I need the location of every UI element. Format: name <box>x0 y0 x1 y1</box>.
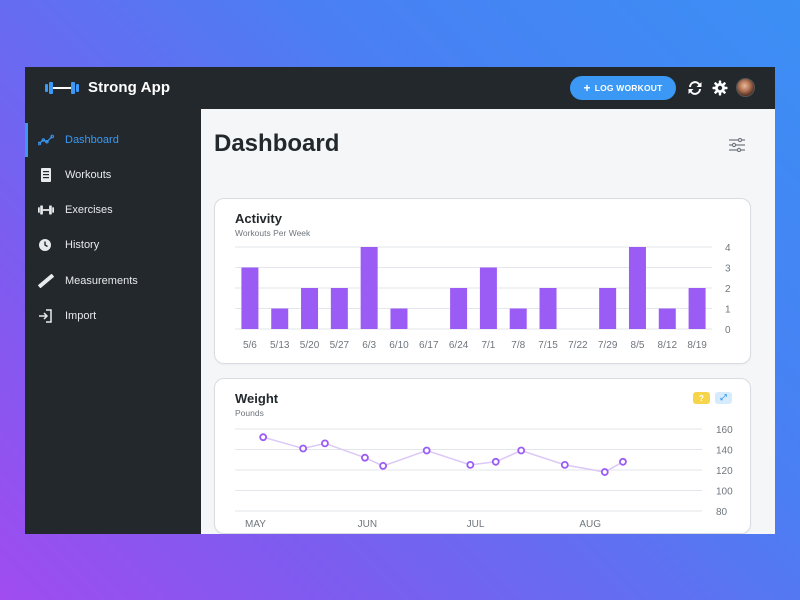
bar <box>301 288 319 329</box>
x-month-label: JUL <box>467 519 485 530</box>
weight-point <box>379 462 387 470</box>
sidebar-item-label: Exercises <box>65 204 113 216</box>
activity-title: Activity <box>235 211 282 226</box>
y-tick-label: 120 <box>716 466 733 477</box>
weight-series-line <box>262 436 624 473</box>
y-tick-label: 3 <box>725 264 731 275</box>
weight-point <box>619 457 627 466</box>
sidebar-item-label: Dashboard <box>65 134 119 146</box>
dumbbell-icon <box>38 205 54 215</box>
bar <box>450 288 468 329</box>
weight-point <box>560 460 569 469</box>
weight-point <box>259 433 268 442</box>
sidebar: Dashboard Workouts Exercises <box>25 109 201 534</box>
chart-line-icon <box>38 134 54 146</box>
y-tick-label: 2 <box>725 284 731 295</box>
activity-card: Activity Workouts Per Week 0 1 2 3 4 5/6 5/13 5/2… <box>214 198 751 364</box>
sidebar-item-dashboard[interactable]: Dashboard <box>25 123 201 157</box>
x-month-label: JUN <box>358 519 377 530</box>
weight-point <box>517 446 526 455</box>
dumbbell-logo-icon <box>45 82 79 94</box>
weight-chart: 80 100 120 140 160 MAY JUN JUL AUG <box>235 425 733 530</box>
weight-point <box>361 453 369 462</box>
weight-card: Weight Pounds? ⤢ 80 100 120 140 160 MAY JUN JUL AUG <box>214 378 751 534</box>
bar <box>688 288 706 329</box>
weight-point <box>600 468 609 476</box>
activity-chart: 0 1 2 3 4 5/6 5/13 5/20 5/27 6/3 6/10 6/17 6/24 7/1 7/… <box>235 243 731 351</box>
sidebar-item-workouts[interactable]: Workouts <box>25 158 201 192</box>
sidebar-item-label: History <box>65 239 100 251</box>
x-tick-label: 7/15 <box>538 340 558 351</box>
y-tick-label: 1 <box>725 305 731 316</box>
x-tick-label: 6/3 <box>362 340 376 351</box>
bar <box>330 288 348 329</box>
bar <box>271 308 289 329</box>
log-workout-button[interactable]: + LOG WORKOUT <box>570 76 676 100</box>
bar <box>658 308 676 329</box>
weight-title: Weight <box>235 391 279 406</box>
sidebar-item-label: Import <box>65 310 97 322</box>
bar <box>539 288 557 329</box>
clock-icon <box>39 239 51 251</box>
x-month-label: MAY <box>245 519 266 530</box>
weight-point <box>466 460 475 469</box>
y-tick-label: 0 <box>725 325 731 336</box>
plus-icon: + <box>583 81 591 95</box>
weight-point <box>299 444 308 453</box>
x-tick-label: 8/5 <box>631 340 645 351</box>
sidebar-item-history[interactable]: History <box>25 228 201 262</box>
bar <box>628 247 646 329</box>
import-icon <box>39 309 52 323</box>
sync-icon[interactable] <box>687 80 703 96</box>
page-title: Dashboard <box>214 130 340 157</box>
x-tick-label: 6/10 <box>389 340 409 351</box>
y-tick-label: 80 <box>716 507 728 518</box>
main-content: Dashboard Activity Workouts Per Week 0 1 2 3 4… <box>201 109 775 534</box>
y-tick-label: 160 <box>716 425 733 436</box>
bar <box>479 267 497 329</box>
x-tick-label: 7/1 <box>481 340 495 351</box>
weight-point <box>491 457 500 466</box>
sidebar-item-import[interactable]: Import <box>25 299 201 333</box>
log-workout-label: LOG WORKOUT <box>594 83 663 93</box>
sidebar-item-label: Workouts <box>65 169 112 181</box>
bar <box>360 247 378 329</box>
top-bar: Strong App + LOG WORKOUT <box>25 67 775 109</box>
weight-point <box>422 446 431 455</box>
weight-point <box>321 439 329 448</box>
bar <box>509 308 527 329</box>
gear-icon[interactable] <box>712 80 728 96</box>
x-tick-label: 5/27 <box>330 340 350 351</box>
y-tick-label: 4 <box>725 243 731 254</box>
x-tick-label: 5/6 <box>243 340 257 351</box>
x-tick-label: 8/12 <box>658 340 678 351</box>
x-tick-label: 6/24 <box>449 340 469 351</box>
bar <box>241 267 259 329</box>
x-tick-label: 7/29 <box>598 340 618 351</box>
bar <box>599 288 617 329</box>
clipboard-icon <box>41 168 51 182</box>
user-avatar[interactable] <box>736 78 755 97</box>
sidebar-item-exercises[interactable]: Exercises <box>25 193 201 227</box>
sidebar-item-label: Measurements <box>65 275 138 287</box>
x-tick-label: 7/8 <box>511 340 525 351</box>
bar <box>390 308 408 329</box>
y-tick-label: 140 <box>716 446 733 457</box>
app-title: Strong App <box>88 79 171 96</box>
y-tick-label: 100 <box>716 487 733 498</box>
expand-icon[interactable]: ⤢ <box>715 392 732 404</box>
weight-subtitle: Pounds <box>235 408 264 418</box>
x-tick-label: 8/19 <box>687 340 707 351</box>
sidebar-item-measurements[interactable]: Measurements <box>25 264 201 298</box>
x-tick-label: 5/20 <box>300 340 320 351</box>
ruler-icon <box>38 274 54 288</box>
app-window: Strong App + LOG WORKOUT <box>25 67 775 534</box>
sliders-icon[interactable] <box>729 138 745 152</box>
x-tick-label: 7/22 <box>568 340 588 351</box>
x-tick-label: 5/13 <box>270 340 290 351</box>
x-month-label: AUG <box>579 519 601 530</box>
question-icon[interactable]: ? <box>693 392 710 404</box>
x-tick-label: 6/17 <box>419 340 439 351</box>
activity-subtitle: Workouts Per Week <box>235 228 311 238</box>
